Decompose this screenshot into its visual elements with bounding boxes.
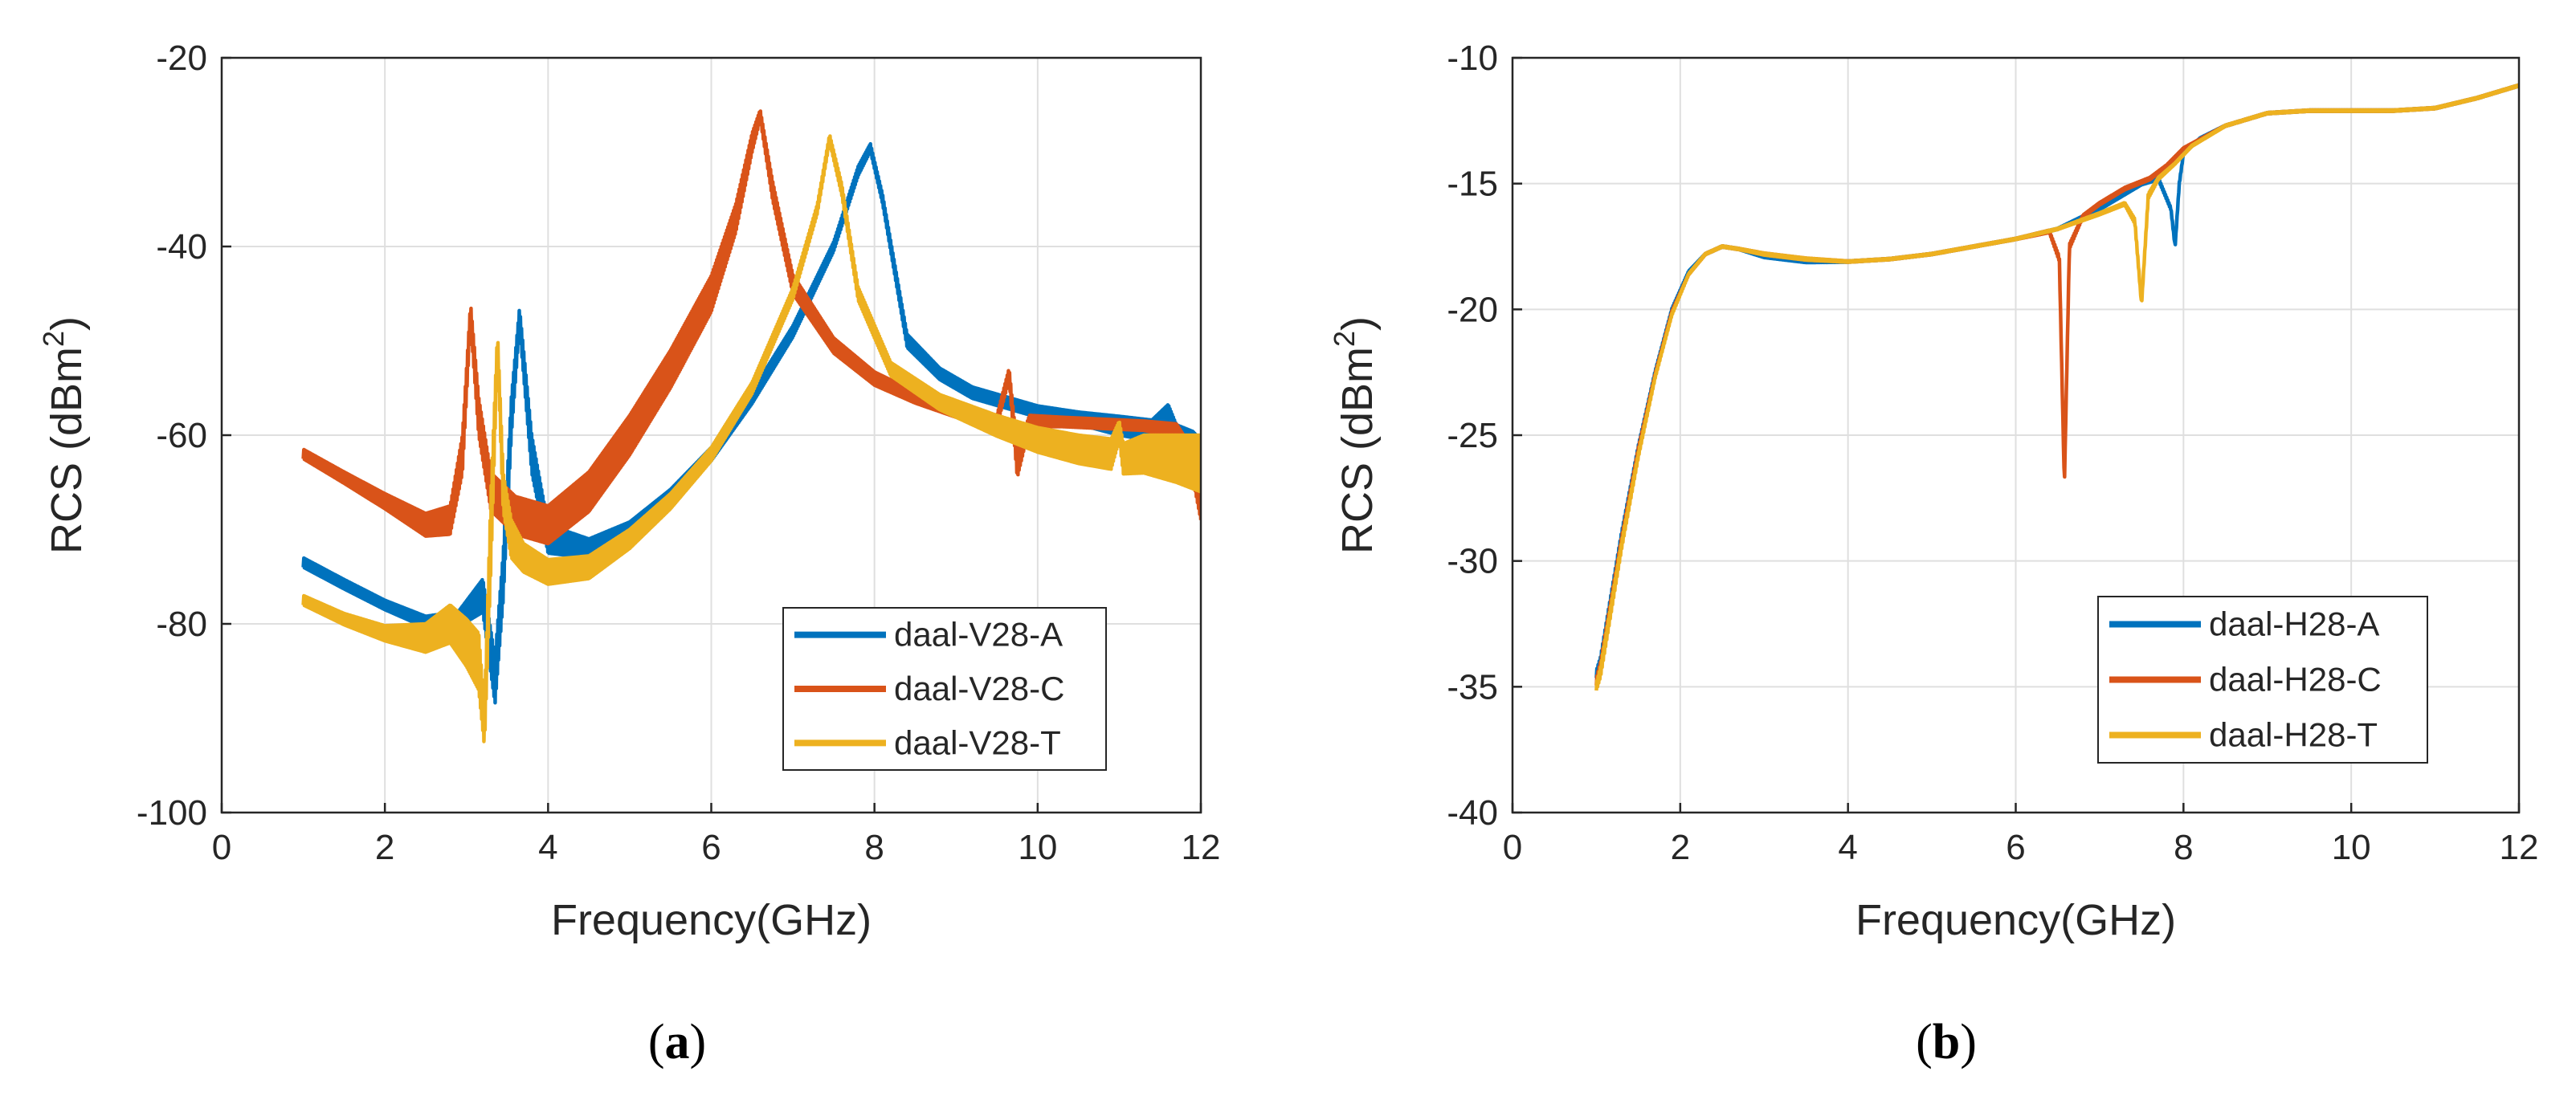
x-tick-label: 12 <box>1182 828 1221 867</box>
y-tick-label: -20 <box>156 39 207 78</box>
legend: daal-H28-A daal-H28-C daal-H28-T <box>2097 596 2428 764</box>
x-tick-label: 0 <box>1503 828 1522 867</box>
legend-entry: daal-H28-T <box>2209 716 2378 754</box>
y-tick-label: -30 <box>1447 542 1498 581</box>
x-tick-label: 6 <box>701 828 721 867</box>
x-tick-label: 10 <box>2332 828 2371 867</box>
y-tick-label: -100 <box>137 793 207 833</box>
y-axis-label: RCS (dBm2) <box>1328 316 1382 554</box>
x-tick-label: 8 <box>2174 828 2193 867</box>
y-tick-label: -15 <box>1447 165 1498 204</box>
series-group <box>301 109 1201 743</box>
y-tick-label: -35 <box>1447 667 1498 707</box>
legend-entry: daal-H28-A <box>2209 605 2379 643</box>
series-line-daal-V28-C <box>301 109 1201 546</box>
panel-label: (b) <box>1916 1015 1977 1069</box>
x-axis-label: Frequency(GHz) <box>1855 896 2176 944</box>
panel-label: (a) <box>648 1015 706 1069</box>
y-tick-label: -60 <box>156 416 207 455</box>
legend-entry: daal-V28-A <box>894 616 1063 654</box>
x-tick-label: 0 <box>212 828 231 867</box>
x-tick-label: 6 <box>2006 828 2025 867</box>
legend-entry: daal-V28-T <box>894 723 1061 761</box>
y-tick-label: -40 <box>156 227 207 267</box>
x-axis-label: Frequency(GHz) <box>551 896 872 944</box>
x-tick-label: 2 <box>1671 828 1690 867</box>
x-tick-label: 4 <box>538 828 557 867</box>
y-tick-label: -10 <box>1447 39 1498 78</box>
legend-entry: daal-H28-C <box>2209 661 2382 699</box>
y-tick-label: -20 <box>1447 290 1498 329</box>
series-line-daal-V28-T <box>301 134 1201 743</box>
x-tick-label: 8 <box>864 828 884 867</box>
x-tick-label: 10 <box>1018 828 1057 867</box>
y-axis-label: RCS (dBm2) <box>37 316 91 554</box>
legend: daal-V28-A daal-V28-C daal-V28-T <box>782 607 1107 771</box>
chart-panel-b: 0 2 4 6 8 10 12 -40 -35 -30 -25 -20 -15 -10 Frequency(… <box>1328 39 2538 1069</box>
chart-panel-a: 0 2 4 6 8 10 12 -100 -80 -60 -40 -20 Frequency(GHz) R… <box>37 39 1220 1069</box>
y-tick-label: -80 <box>156 605 207 644</box>
x-tick-label: 2 <box>375 828 394 867</box>
y-tick-label: -40 <box>1447 793 1498 833</box>
y-tick-label: -25 <box>1447 416 1498 455</box>
x-tick-label: 12 <box>2500 828 2539 867</box>
series-group <box>1594 83 2519 691</box>
legend-entry: daal-V28-C <box>894 670 1064 707</box>
x-tick-label: 4 <box>1838 828 1857 867</box>
series-line-daal-H28-T <box>1594 83 2519 691</box>
